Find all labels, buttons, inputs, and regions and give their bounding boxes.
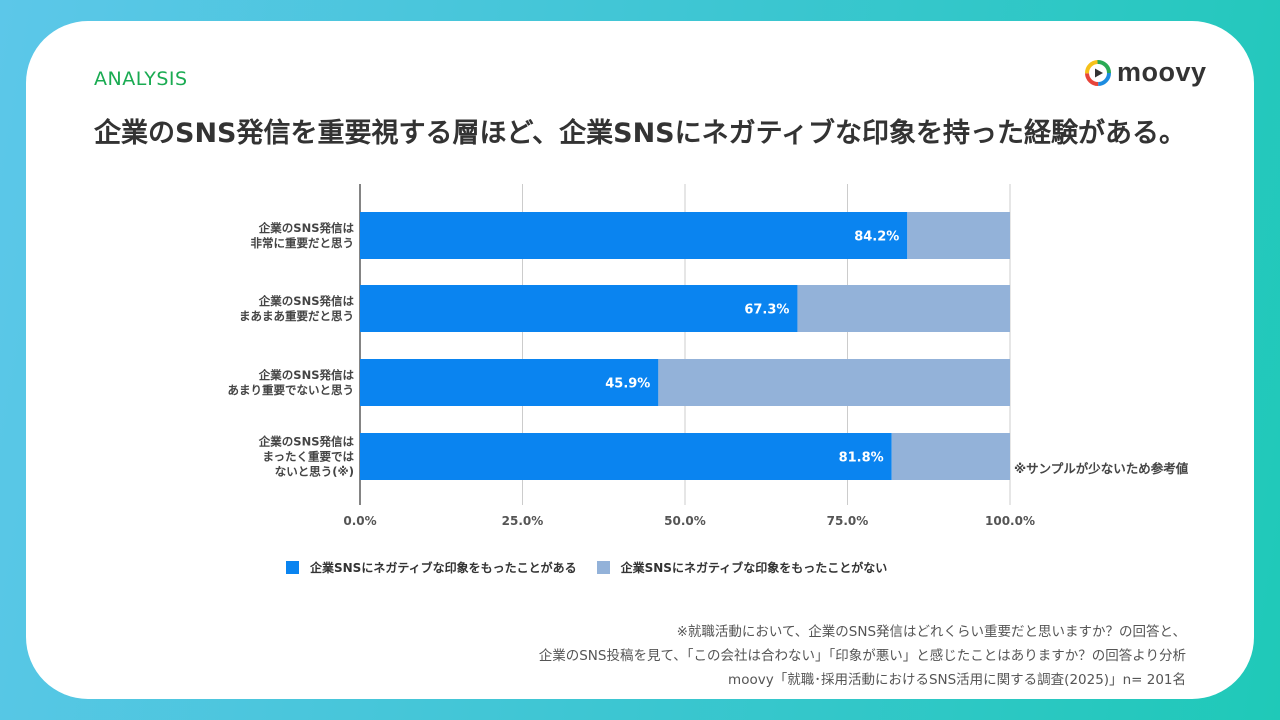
bar-positive (360, 359, 659, 406)
data-label: 84.2% (854, 230, 899, 245)
bar-negative (797, 285, 1010, 332)
stacked-bar-chart: 0.0% 25.0% 50.0% 75.0% 100.0%84.2%企業のSNS発信は非… (228, 184, 1189, 528)
footnote: ※就職活動において、企業のSNS発信はどれくらい重要だと思いますか？の回答と、 … (539, 620, 1186, 692)
data-label: 81.8% (839, 451, 884, 466)
play-ring-icon (1085, 59, 1111, 86)
brand-logo: moovy (1084, 57, 1207, 88)
category-label: 非常に重要だと思う (251, 236, 355, 250)
page-title: 企業のSNS発信を重要視する層ほど、企業SNSにネガティブな印象を持った経験があ… (94, 118, 1187, 149)
category-label: 企業のSNS発信は (258, 368, 355, 382)
bar-negative (658, 359, 1010, 406)
bar-negative (891, 433, 1010, 480)
x-tick-label: 75.0% (827, 514, 869, 528)
legend-swatch-positive (286, 561, 299, 574)
category-label: ないと思う(※) (275, 465, 354, 479)
data-label: 45.9% (605, 377, 650, 392)
bar-positive (360, 212, 908, 259)
x-tick-label: 100.0% (985, 514, 1035, 528)
chart-legend: 企業SNSにネガティブな印象をもったことがある 企業SNSにネガティブな印象をも… (286, 559, 907, 576)
category-label: あまり重要でないと思う (228, 383, 355, 397)
legend-swatch-negative (596, 561, 610, 574)
category-label: 企業のSNS発信は (258, 294, 355, 308)
footnote-line-1: ※就職活動において、企業のSNS発信はどれくらい重要だと思いますか？の回答と、 (676, 624, 1186, 640)
x-tick-label: 50.0% (664, 514, 706, 528)
footnote-line-2: 企業のSNS投稿を見て、「この会社は合わない」「印象が悪い」と感じたことはありま… (538, 648, 1186, 664)
legend-item-negative: 企業SNSにネガティブな印象をもったことがない (596, 559, 888, 576)
legend-label-negative: 企業SNSにネガティブな印象をもったことがない (620, 561, 888, 575)
bar-positive (360, 433, 892, 480)
x-tick-label: 0.0% (343, 514, 376, 528)
legend-label-positive: 企業SNSにネガティブな印象をもったことがある (310, 561, 577, 575)
brand-name: moovy (1117, 57, 1207, 87)
category-label: 企業のSNS発信は (258, 435, 355, 449)
legend-item-positive: 企業SNSにネガティブな印象をもったことがある (286, 559, 577, 576)
section-label: ANALYSIS (94, 68, 188, 90)
footnote-source: moovy「就職･採用活動におけるSNS活用に関する調査(2025)」n= 20… (728, 672, 1186, 688)
bar-positive (360, 285, 798, 332)
category-label: まあまあ重要だと思う (239, 309, 354, 323)
data-label: 67.3% (744, 303, 789, 318)
bar-negative (907, 212, 1010, 259)
chart-annotation: ※サンプルが少ないため参考値 (1014, 461, 1189, 476)
category-label: まったく重要では (262, 450, 354, 464)
category-label: 企業のSNS発信は (258, 221, 355, 235)
x-tick-label: 25.0% (502, 514, 544, 528)
